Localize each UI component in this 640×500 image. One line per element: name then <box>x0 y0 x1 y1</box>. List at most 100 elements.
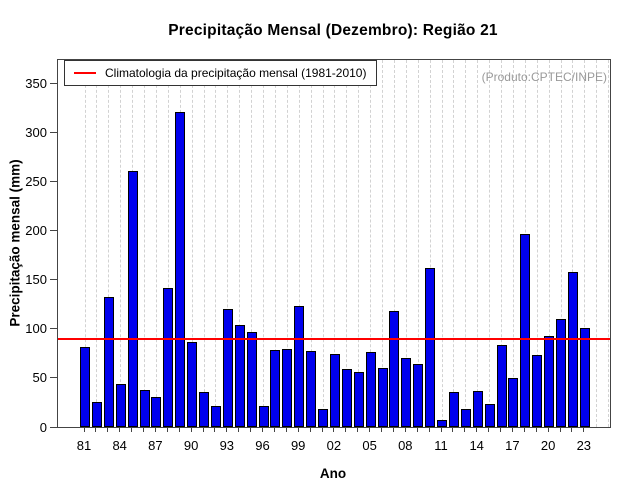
vertical-gridline <box>572 60 574 427</box>
x-tick-label: 23 <box>576 438 592 453</box>
bar-91 <box>199 391 209 427</box>
vertical-gridline <box>322 60 324 427</box>
vertical-gridline <box>203 60 205 427</box>
x-tick-mark <box>583 427 585 432</box>
vertical-gridline <box>263 60 264 427</box>
bar-12 <box>448 391 459 427</box>
vertical-gridline <box>84 60 86 427</box>
bar-05 <box>365 352 376 427</box>
x-tick-label: 99 <box>290 438 306 453</box>
bar-89 <box>175 111 186 427</box>
vertical-gridline <box>536 60 538 427</box>
bar-94 <box>234 324 245 427</box>
x-tick-mark <box>202 427 204 432</box>
vertical-gridline <box>215 60 217 427</box>
x-tick-mark <box>357 427 359 432</box>
bar-09 <box>413 364 424 427</box>
vertical-gridline <box>596 60 598 427</box>
bar-22 <box>567 271 578 427</box>
x-tick-mark <box>95 427 97 432</box>
vertical-gridline <box>417 60 419 427</box>
x-tick-mark <box>214 427 216 432</box>
y-tick-mark <box>50 377 57 379</box>
bar-16 <box>496 344 507 427</box>
bar-87 <box>151 396 162 427</box>
x-tick-mark <box>178 427 180 432</box>
y-tick-mark <box>50 279 57 281</box>
vertical-gridline <box>96 60 98 427</box>
x-tick-label: 08 <box>398 438 413 453</box>
chart-title: Precipitação Mensal (Dezembro): Região 2… <box>168 22 498 39</box>
x-tick-label: 11 <box>434 438 448 453</box>
vertical-gridline <box>441 60 443 427</box>
bar-08 <box>401 358 412 427</box>
vertical-gridline <box>334 60 336 427</box>
x-tick-label: 96 <box>255 438 270 453</box>
x-tick-mark <box>428 427 430 432</box>
x-tick-mark <box>345 427 347 432</box>
legend-label: Climatologia da precipitação mensal (198… <box>105 66 367 80</box>
bar-90 <box>187 341 198 427</box>
vertical-gridline <box>501 60 502 427</box>
vertical-gridline <box>227 60 229 427</box>
vertical-gridline <box>155 60 157 427</box>
bar-03 <box>341 369 352 427</box>
y-tick-mark <box>50 132 57 134</box>
x-tick-mark <box>416 427 418 432</box>
x-tick-mark <box>262 427 263 432</box>
y-tick-label: 250 <box>25 174 47 190</box>
y-tick-label: 0 <box>39 419 47 435</box>
bar-14 <box>472 390 483 427</box>
legend: Climatologia da precipitação mensal (198… <box>64 60 377 86</box>
bar-17 <box>508 377 519 427</box>
y-tick-mark <box>50 181 57 183</box>
bar-02 <box>329 354 340 427</box>
x-tick-mark <box>154 427 156 432</box>
x-tick-mark <box>309 427 311 432</box>
x-tick-mark <box>535 427 537 432</box>
bar-11 <box>437 420 447 427</box>
bar-18 <box>520 233 531 427</box>
bar-82 <box>91 402 102 427</box>
bar-01 <box>318 409 328 427</box>
y-tick-label: 200 <box>25 223 47 239</box>
y-tick-mark <box>50 426 57 428</box>
vertical-gridline <box>453 60 455 427</box>
bar-95 <box>246 331 257 427</box>
bar-84 <box>115 383 126 427</box>
vertical-gridline <box>560 60 562 427</box>
x-tick-mark <box>571 427 573 432</box>
bar-00 <box>306 351 317 427</box>
bar-88 <box>163 287 174 427</box>
vertical-gridline <box>310 60 312 427</box>
x-tick-mark <box>392 427 394 432</box>
vertical-gridline <box>429 60 431 427</box>
vertical-gridline <box>548 60 550 427</box>
x-tick-label: 93 <box>219 438 235 453</box>
x-tick-mark <box>440 427 442 432</box>
vertical-gridline <box>405 60 407 427</box>
x-tick-mark <box>238 427 240 432</box>
x-tick-label: 02 <box>326 438 342 453</box>
x-tick-mark <box>476 427 478 432</box>
vertical-gridline <box>477 60 479 427</box>
x-tick-mark <box>404 427 406 432</box>
x-tick-mark <box>285 427 287 432</box>
vertical-gridline <box>251 60 253 427</box>
bar-97 <box>270 350 281 427</box>
y-tick-label: 100 <box>25 321 47 337</box>
bar-13 <box>460 409 471 427</box>
bar-99 <box>294 306 305 427</box>
bar-83 <box>103 297 114 427</box>
y-tick-label: 300 <box>25 125 47 141</box>
bar-96 <box>258 406 269 427</box>
x-tick-mark <box>523 427 525 432</box>
x-tick-mark <box>297 427 299 432</box>
bar-20 <box>544 335 555 427</box>
watermark-text: (Produto:CPTEC/INPE) <box>481 70 607 84</box>
bar-23 <box>579 327 590 427</box>
bar-98 <box>282 348 293 427</box>
bar-93 <box>222 309 233 427</box>
bar-21 <box>556 319 566 427</box>
